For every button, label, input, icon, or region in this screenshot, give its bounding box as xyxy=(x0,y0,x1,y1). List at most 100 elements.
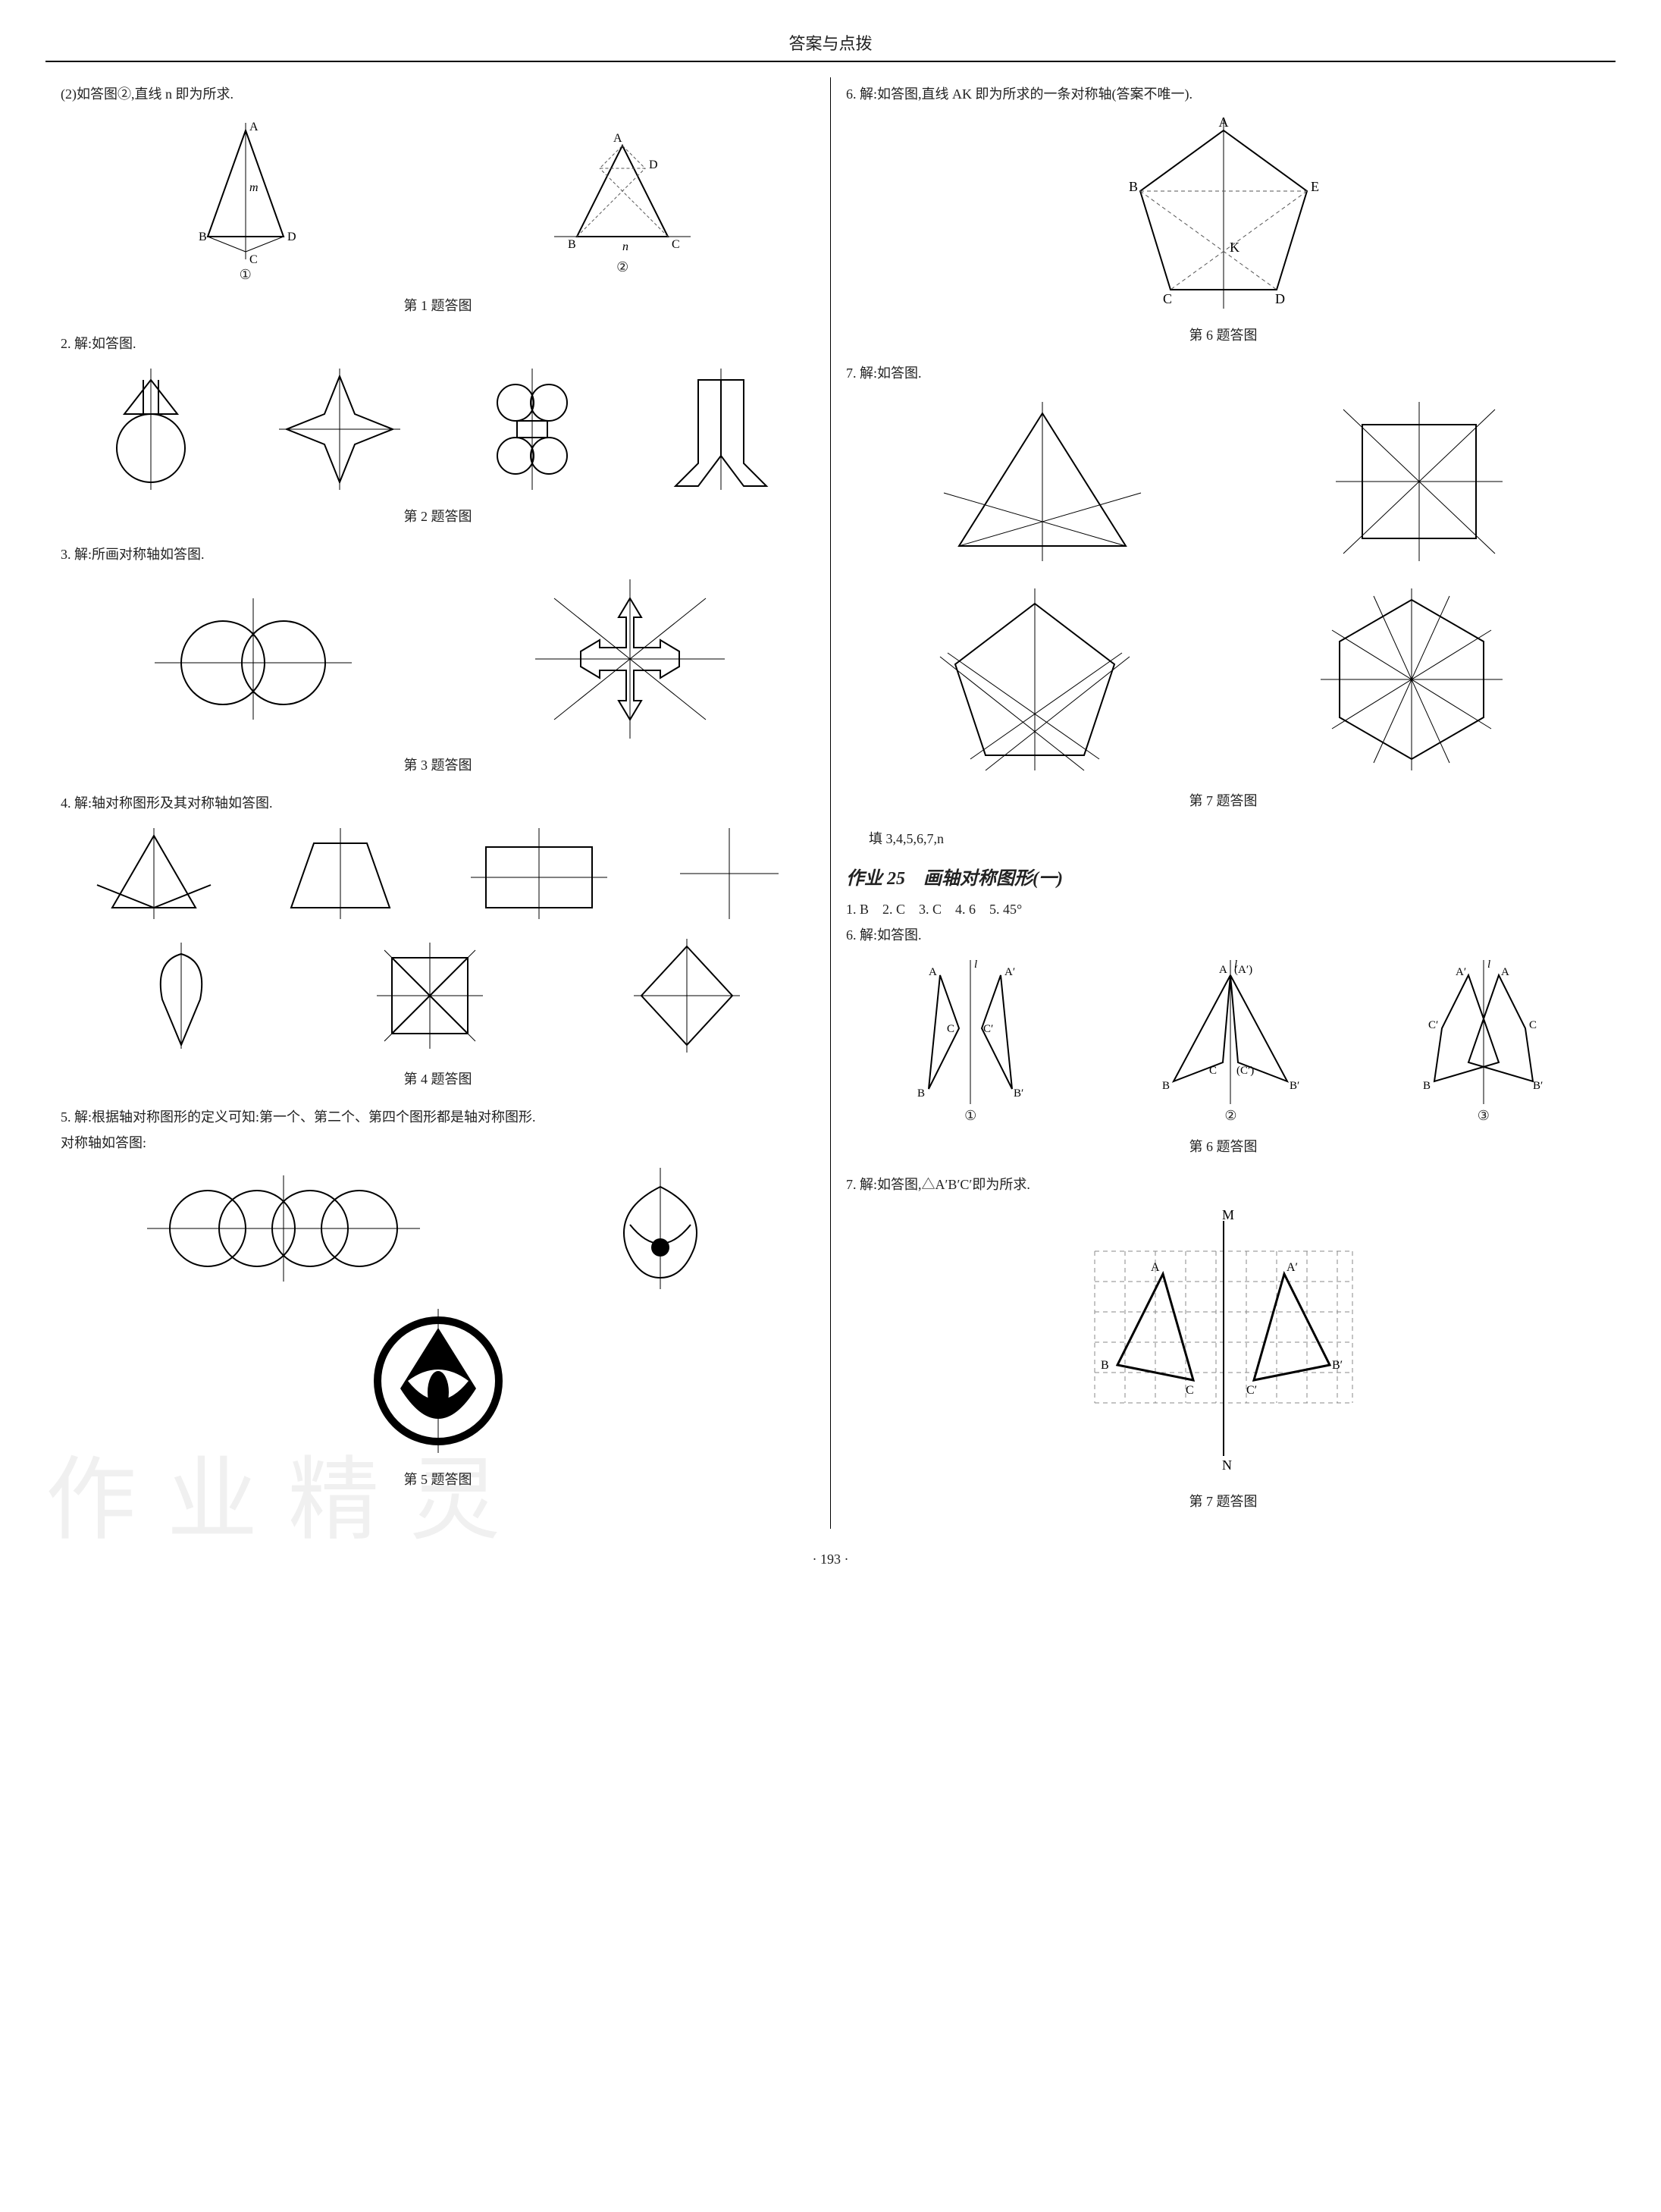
r-q6-caption: 第 6 题答图 xyxy=(846,325,1600,344)
q3-figure-row xyxy=(61,576,815,742)
svg-text:B′: B′ xyxy=(1290,1080,1299,1092)
svg-text:l: l xyxy=(974,959,977,971)
r-q6-intro: 6. 解:如答图,直线 AK 即为所求的一条对称轴(答案不唯一). xyxy=(846,83,1600,103)
hw25-q6-caption: 第 6 题答图 xyxy=(846,1136,1600,1156)
hw25-q6-figs: A A′ C C′ B B′ l ① A (A′) B xyxy=(846,956,1600,1124)
q1-intro: (2)如答图②,直线 n 即为所求. xyxy=(61,83,815,103)
q7-pentagon-svg xyxy=(929,581,1141,778)
q2-shape3-svg xyxy=(472,365,593,494)
hw25-fig2-svg: A (A′) B B′ C (C′) l xyxy=(1147,956,1314,1108)
q2-shape4-svg xyxy=(660,365,782,494)
hw25-fig1-tag: ① xyxy=(898,1108,1042,1124)
hw25-q6-fig1: A A′ C C′ B B′ l ① xyxy=(898,956,1042,1124)
q4-shape1-svg xyxy=(89,824,218,923)
svg-text:A: A xyxy=(249,121,259,133)
right-column: 6. 解:如答图,直线 AK 即为所求的一条对称轴(答案不唯一). A B E … xyxy=(831,77,1616,1529)
svg-text:n: n xyxy=(622,240,628,253)
q4-shape4-svg xyxy=(672,824,786,923)
svg-text:(C′): (C′) xyxy=(1236,1065,1254,1077)
svg-text:B: B xyxy=(1162,1080,1170,1092)
hw25-q7-caption: 第 7 题答图 xyxy=(846,1491,1600,1511)
q5-caption: 第 5 题答图 xyxy=(61,1469,815,1489)
q2-shape2-svg xyxy=(275,365,404,494)
svg-text:C: C xyxy=(947,1023,954,1035)
q2-shape1-svg xyxy=(94,365,208,494)
q7-triangle-svg xyxy=(929,394,1156,569)
hw25-num: 25 xyxy=(887,869,905,889)
q3-caption: 第 3 题答图 xyxy=(61,755,815,774)
hw25-q6-fig2: A (A′) B B′ C (C′) l ② xyxy=(1147,956,1314,1124)
svg-text:B: B xyxy=(1423,1080,1431,1092)
q4-caption: 第 4 题答图 xyxy=(61,1068,815,1088)
r-q7-row1 xyxy=(846,394,1600,569)
svg-text:l: l xyxy=(1487,959,1490,971)
q5-row1 xyxy=(61,1164,815,1293)
hw25-prefix: 作业 xyxy=(846,869,882,889)
svg-text:A: A xyxy=(1218,115,1228,130)
svg-text:C′: C′ xyxy=(983,1023,993,1035)
triangle-1-svg: A B D C m xyxy=(177,115,314,267)
q1-fig2: A D B C n ② xyxy=(547,123,698,275)
svg-text:A: A xyxy=(1219,964,1227,976)
hw25-q7-fig: M N A A′ B B′ C C′ xyxy=(846,1206,1600,1479)
svg-text:C: C xyxy=(672,238,680,251)
svg-text:B: B xyxy=(568,238,576,251)
svg-text:C: C xyxy=(1209,1065,1217,1077)
hw25-q6-intro: 6. 解:如答图. xyxy=(846,924,1600,944)
svg-text:D: D xyxy=(649,158,658,171)
q4-row1 xyxy=(61,824,815,923)
hw25-q6-fig3: A′ A C′ C B B′ l ③ xyxy=(1419,956,1548,1124)
page-footer: · 193 · xyxy=(45,1552,1616,1567)
q7-hexagon-svg xyxy=(1305,581,1518,778)
q1-caption: 第 1 题答图 xyxy=(61,295,815,315)
r-q7-intro: 7. 解:如答图. xyxy=(846,362,1600,382)
q4-shape2-svg xyxy=(276,824,405,923)
q1-fig1: A B D C m ① xyxy=(177,115,314,283)
svg-text:A′: A′ xyxy=(1286,1261,1298,1274)
q3-shape2-svg xyxy=(531,576,729,742)
hw25-rest: 画轴对称图形(一) xyxy=(923,869,1063,889)
svg-text:C: C xyxy=(1529,1019,1537,1031)
svg-text:D: D xyxy=(287,231,296,243)
hw25-fig1-svg: A A′ C C′ B B′ l xyxy=(898,956,1042,1108)
left-column: (2)如答图②,直线 n 即为所求. A B D C m ① xyxy=(45,77,831,1529)
pentagon-svg: A B E C D K xyxy=(1110,115,1337,312)
r-q7-caption: 第 7 题答图 xyxy=(846,790,1600,810)
svg-text:A′: A′ xyxy=(1004,966,1015,978)
page-number: · 193 · xyxy=(813,1552,849,1567)
hw25-answers: 1. B 2. C 3. C 4. 6 5. 45° xyxy=(846,899,1600,918)
hw25-q7-svg: M N A A′ B B′ C C′ xyxy=(1064,1206,1383,1479)
svg-text:B: B xyxy=(1129,179,1138,194)
r-q7-row2 xyxy=(846,581,1600,778)
svg-text:A: A xyxy=(1501,966,1509,978)
svg-text:B: B xyxy=(199,231,207,243)
svg-text:C: C xyxy=(1186,1384,1194,1397)
r-q7-fill: 填 3,4,5,6,7,n xyxy=(869,828,1600,848)
q7-square-svg xyxy=(1321,394,1518,569)
hw25-fig2-tag: ② xyxy=(1147,1108,1314,1124)
svg-text:l: l xyxy=(1234,959,1237,971)
svg-text:B′: B′ xyxy=(1014,1087,1023,1100)
q3-intro: 3. 解:所画对称轴如答图. xyxy=(61,544,815,563)
q2-figure-row xyxy=(61,365,815,494)
q1-fig1-tag: ① xyxy=(177,267,314,283)
svg-text:A: A xyxy=(1151,1261,1160,1274)
q4-shape7-svg xyxy=(630,935,744,1056)
q4-shape3-svg xyxy=(463,824,615,923)
q1-figure-row: A B D C m ① A D B xyxy=(61,115,815,283)
svg-text:E: E xyxy=(1311,179,1319,194)
page-header: 答案与点拨 xyxy=(45,30,1616,62)
hw25-q7-intro: 7. 解:如答图,△A′B′C′即为所求. xyxy=(846,1174,1600,1194)
svg-text:C: C xyxy=(1163,291,1172,306)
q2-intro: 2. 解:如答图. xyxy=(61,333,815,353)
svg-text:A: A xyxy=(613,132,622,145)
svg-text:B: B xyxy=(1101,1359,1109,1372)
svg-text:m: m xyxy=(249,181,259,194)
svg-text:B′: B′ xyxy=(1332,1359,1343,1372)
q5-shape2-svg xyxy=(584,1164,736,1293)
svg-text:B: B xyxy=(917,1087,925,1100)
hw25-fig3-tag: ③ xyxy=(1419,1108,1548,1124)
svg-text:A′: A′ xyxy=(1456,966,1466,978)
q4-row2 xyxy=(61,935,815,1056)
two-column-layout: (2)如答图②,直线 n 即为所求. A B D C m ① xyxy=(45,77,1616,1529)
